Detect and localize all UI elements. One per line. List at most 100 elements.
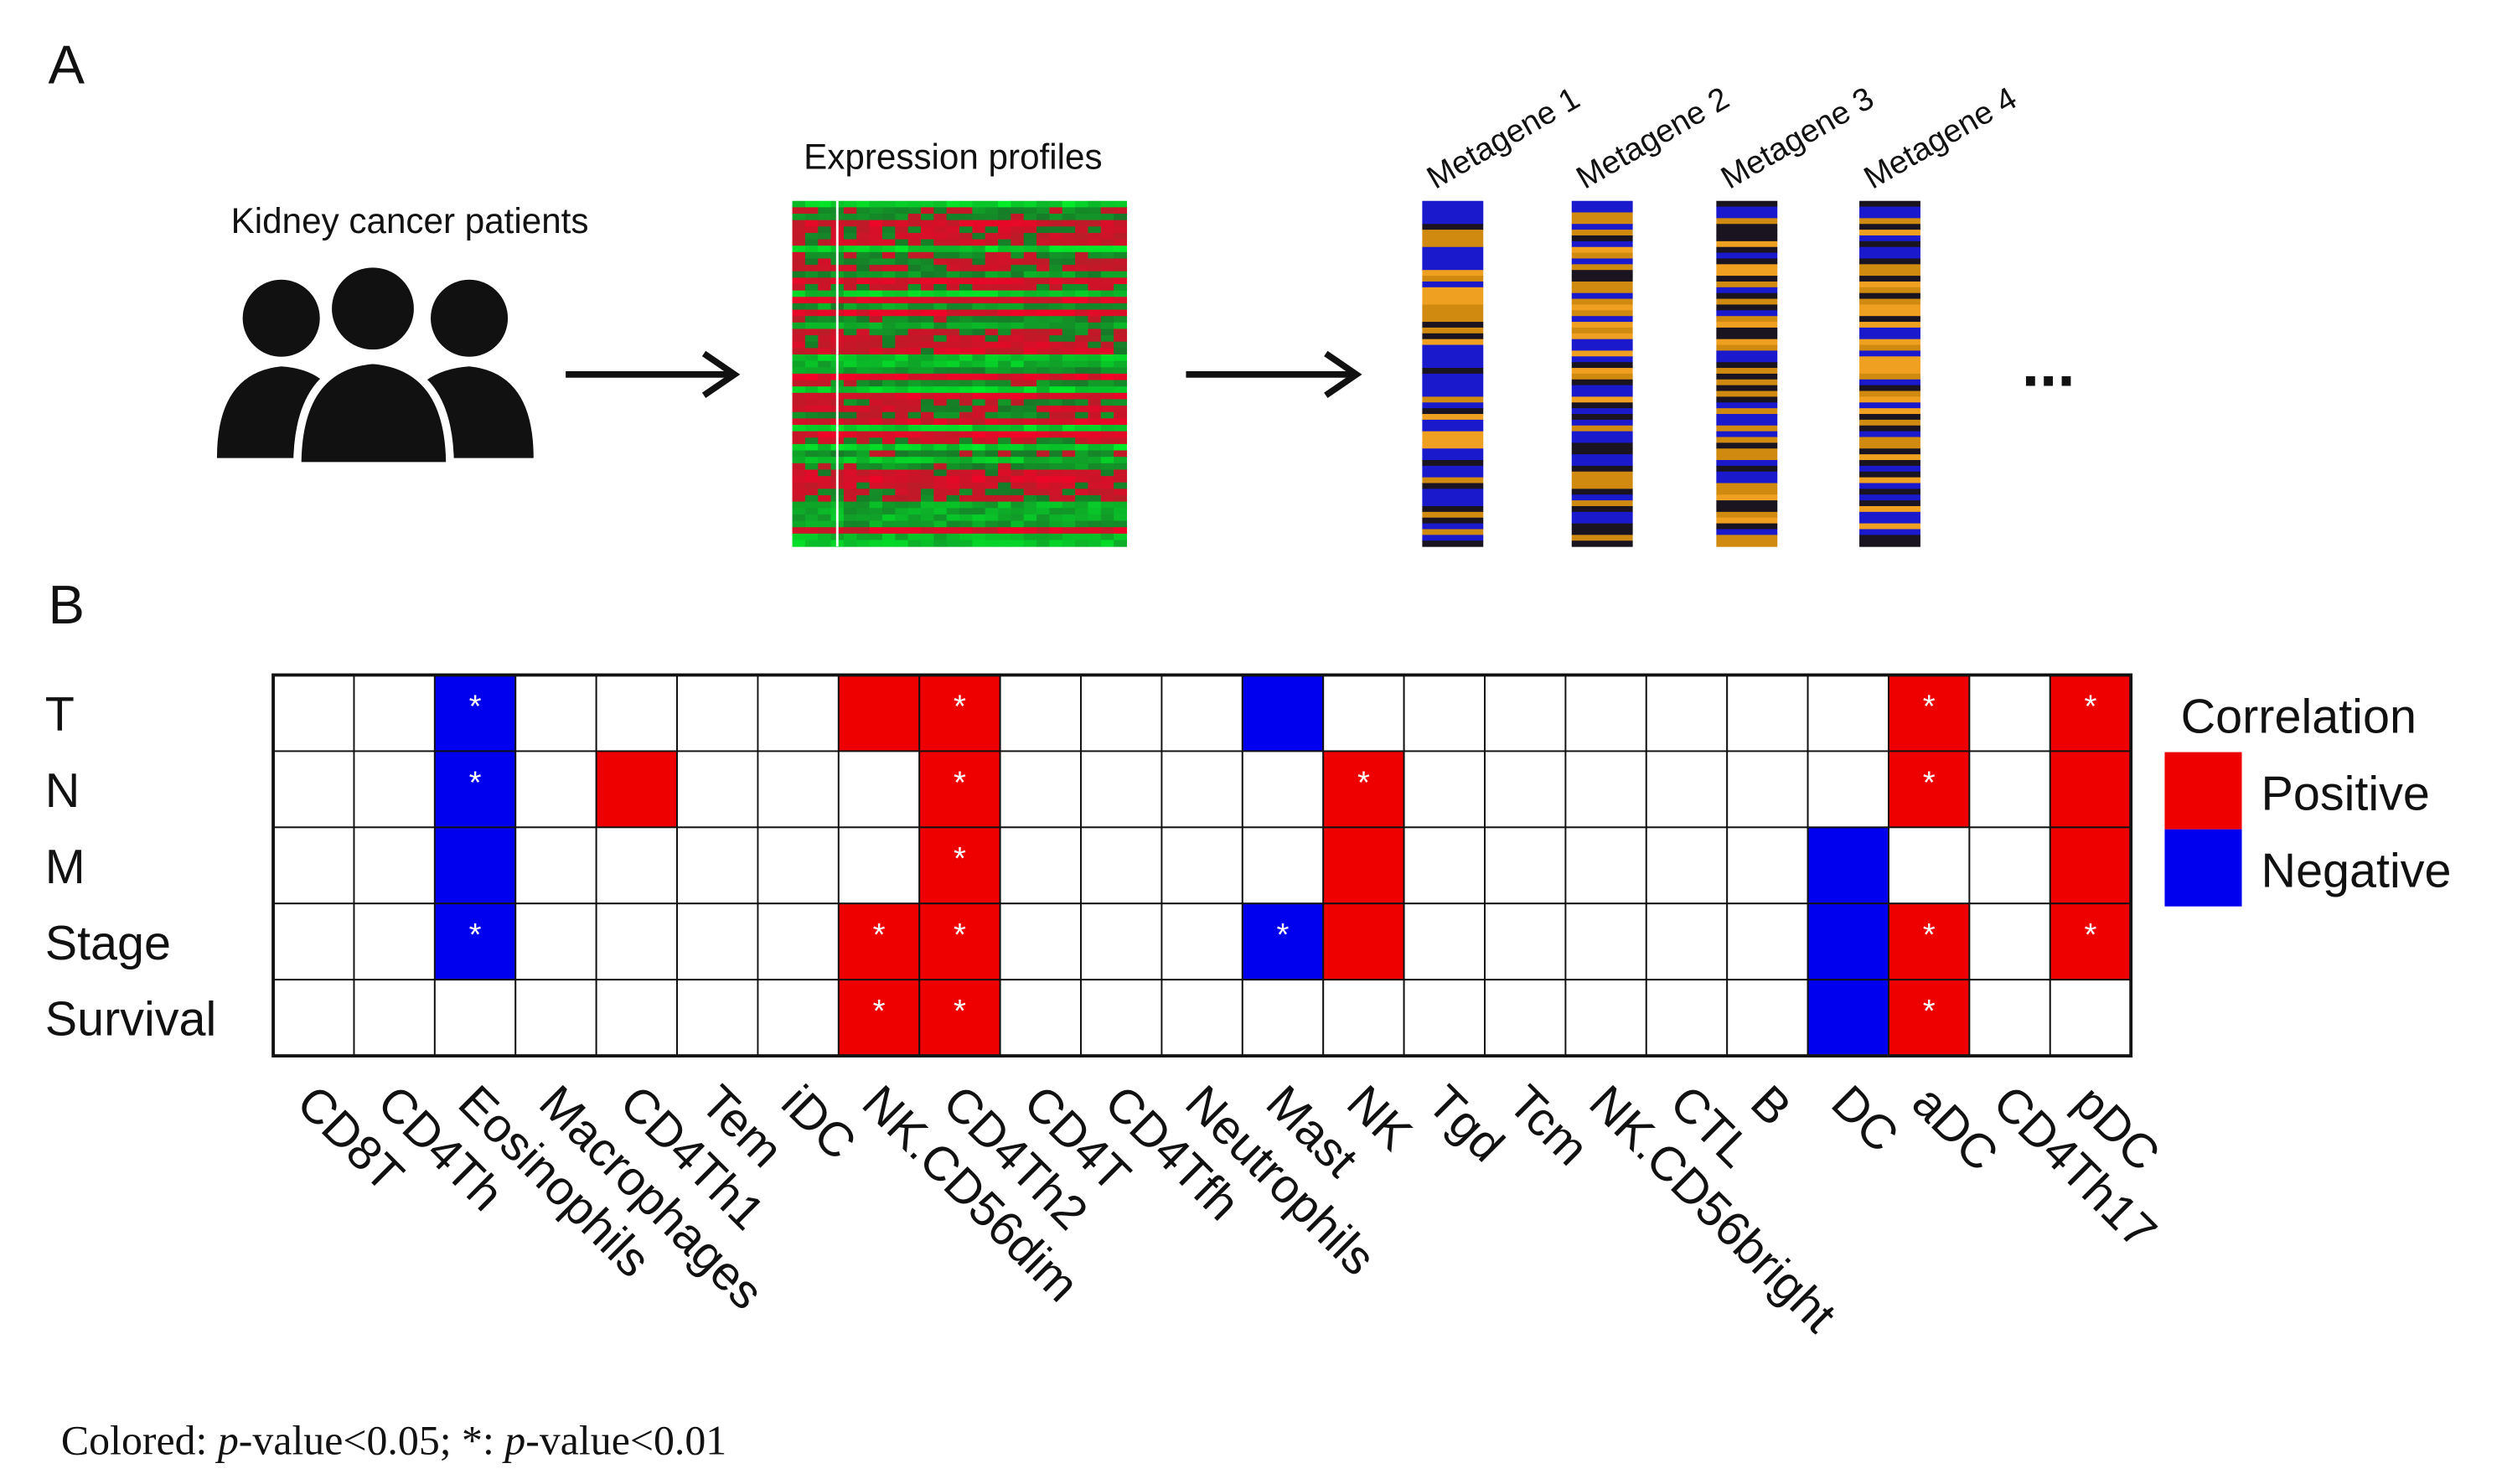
expression-cell (1075, 290, 1089, 297)
metagene-cell (1422, 240, 1484, 248)
expression-cell (792, 226, 806, 234)
metagene-cell (1571, 505, 1633, 513)
expression-cell (933, 220, 948, 227)
expression-cell (881, 360, 896, 368)
expression-cell (1075, 214, 1089, 221)
expression-cell (869, 246, 883, 253)
metagene-cell (1716, 483, 1778, 489)
metagene-cell (1716, 460, 1778, 467)
expression-cell (856, 341, 871, 349)
metagene-cell (1571, 489, 1633, 495)
expression-cell (804, 443, 819, 452)
expression-cell (1062, 392, 1076, 401)
expression-cell (933, 392, 948, 401)
expression-cell (792, 246, 806, 253)
expression-cell (972, 246, 986, 253)
expression-cell (881, 309, 896, 317)
expression-cell (933, 354, 948, 362)
heatmap-cell (1403, 674, 1486, 752)
expression-cell (985, 207, 999, 215)
expression-cell (804, 501, 819, 509)
expression-cell (1088, 386, 1102, 394)
heatmap-cell (433, 750, 517, 829)
expression-cell (1100, 200, 1114, 208)
expression-cell (959, 246, 973, 253)
metagene-cell (1859, 460, 1920, 467)
metagene-cell (1716, 310, 1778, 317)
expression-cell (1062, 489, 1076, 496)
metagene-cell (1422, 425, 1484, 432)
expression-cell (1088, 443, 1102, 452)
row-label: M (45, 840, 85, 894)
expression-cell (1075, 232, 1089, 240)
expression-cell (1075, 328, 1089, 336)
expression-cell (1049, 495, 1063, 503)
expression-cell (1114, 418, 1128, 426)
expression-cell (843, 277, 857, 285)
expression-cell (856, 246, 871, 253)
expression-cell (804, 226, 819, 234)
expression-cell (881, 348, 896, 355)
expression-cell (881, 335, 896, 343)
expression-cell (843, 457, 857, 464)
expression-cell (869, 207, 883, 215)
expression-cell (843, 399, 857, 406)
expression-cell (804, 482, 819, 489)
metagene-cell (1859, 281, 1920, 288)
heatmap-cell (1241, 902, 1325, 981)
expression-cell (1075, 457, 1089, 464)
metagene-cell (1716, 218, 1778, 225)
expression-cell (804, 373, 819, 381)
expression-cell (895, 226, 909, 234)
expression-cell (920, 354, 934, 362)
expression-cell (946, 226, 960, 234)
expression-cell (1075, 251, 1089, 260)
expression-cell (881, 258, 896, 266)
expression-cell (856, 508, 871, 515)
metagene-cell (1716, 419, 1778, 427)
metagene-cell (1422, 316, 1484, 323)
expression-cell (1100, 514, 1114, 522)
expression-cell (881, 501, 896, 509)
significance-star: * (954, 840, 966, 876)
expression-cell (1100, 450, 1114, 458)
metagene-cell (1422, 252, 1484, 260)
expression-cell (1075, 373, 1089, 381)
expression-cell (1114, 214, 1128, 221)
expression-cell (933, 520, 948, 528)
expression-cell (818, 520, 832, 528)
metagene-cell (1571, 500, 1633, 507)
expression-cell (985, 232, 999, 240)
expression-cell (1075, 482, 1089, 489)
expression-cell (869, 360, 883, 368)
metagene-cell (1716, 276, 1778, 282)
expression-cell (895, 354, 909, 362)
expression-cell (1114, 437, 1128, 445)
expression-cell (985, 214, 999, 221)
expression-cell (907, 220, 922, 227)
heatmap-cell (1403, 750, 1486, 829)
expression-cell (946, 200, 960, 208)
expression-cell (1062, 380, 1076, 387)
expression-cell (1023, 540, 1037, 547)
significance-star: * (954, 993, 966, 1029)
expression-cell (946, 508, 960, 515)
expression-cell (895, 284, 909, 292)
expression-cell (1062, 514, 1076, 522)
significance-star: * (1923, 688, 1936, 724)
expression-cell (907, 411, 922, 419)
expression-cell (881, 495, 896, 503)
expression-cell (946, 373, 960, 381)
heatmap-cell (353, 979, 436, 1057)
expression-cell (881, 476, 896, 483)
expression-cell (895, 246, 909, 253)
expression-cell (1023, 443, 1037, 452)
expression-cell (804, 271, 819, 278)
expression-cell (804, 322, 819, 330)
expression-cell (998, 469, 1011, 477)
expression-cell (843, 239, 857, 246)
expression-cell (933, 425, 948, 432)
expression-cell (843, 514, 857, 522)
expression-cell (907, 457, 922, 464)
expression-cell (1036, 540, 1051, 547)
